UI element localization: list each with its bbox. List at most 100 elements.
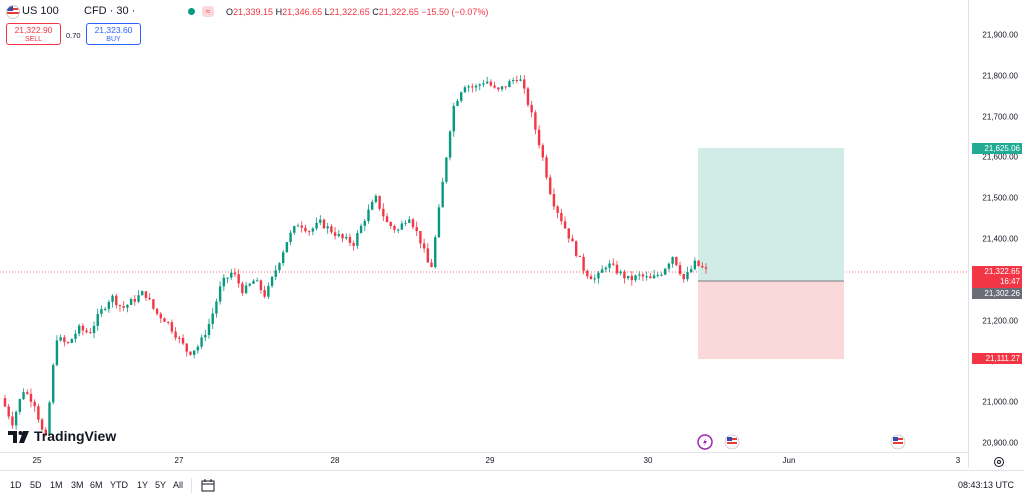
candle-body bbox=[445, 157, 448, 182]
candle-body bbox=[74, 333, 77, 339]
candle-body bbox=[356, 233, 359, 246]
candle-body bbox=[419, 231, 422, 244]
candle-body bbox=[630, 275, 634, 281]
candle-body bbox=[523, 79, 526, 89]
candle-body bbox=[600, 269, 604, 273]
price-chart[interactable] bbox=[0, 0, 968, 468]
chart-settings-icon[interactable] bbox=[993, 456, 1005, 468]
candle-body bbox=[574, 241, 578, 256]
ohlc-readout: O21,339.15 H21,346.65 L21,322.65 C21,322… bbox=[226, 7, 489, 17]
buy-label: BUY bbox=[106, 36, 121, 43]
candle-body bbox=[144, 291, 148, 298]
candle-body bbox=[586, 270, 589, 277]
stop-loss-price-tag: 21,111.27 bbox=[972, 353, 1022, 364]
candle-body bbox=[578, 255, 582, 257]
candle-body bbox=[304, 227, 307, 232]
us-flag-icon[interactable] bbox=[890, 434, 906, 450]
candle-body bbox=[166, 321, 170, 323]
candle-body bbox=[89, 332, 92, 334]
range-5d-button[interactable]: 5D bbox=[30, 480, 42, 490]
candle-body bbox=[408, 219, 411, 223]
candle-body bbox=[137, 295, 140, 302]
candle-body bbox=[456, 100, 459, 106]
candle-body bbox=[675, 257, 678, 266]
sell-button[interactable]: 21,322.90 SELL bbox=[6, 23, 61, 45]
symbol-name[interactable]: US 100 bbox=[22, 5, 59, 17]
candle-body bbox=[415, 227, 418, 232]
candle-body bbox=[393, 225, 396, 230]
price-axis[interactable]: 21,900.00 21,800.00 21,700.00 21,600.00 21,5… bbox=[968, 0, 1024, 468]
candle-body bbox=[174, 331, 177, 338]
candle-body bbox=[463, 87, 467, 93]
candle-body bbox=[593, 278, 596, 280]
price-tick-label: 21,900.00 bbox=[982, 30, 1018, 40]
us-flag-icon[interactable] bbox=[724, 434, 740, 450]
candle-body bbox=[26, 392, 29, 394]
time-axis[interactable]: 25 27 28 29 30 Jun 3 bbox=[0, 452, 968, 468]
range-3m-button[interactable]: 3M bbox=[71, 480, 84, 490]
range-1m-button[interactable]: 1M bbox=[50, 480, 63, 490]
candle-body bbox=[664, 268, 667, 275]
candle-body bbox=[571, 238, 574, 242]
candle-body bbox=[704, 267, 708, 269]
candle-body bbox=[218, 286, 222, 302]
range-ytd-button[interactable]: YTD bbox=[110, 480, 128, 490]
candle-body bbox=[315, 222, 318, 229]
candle-body bbox=[63, 337, 66, 343]
candle-body bbox=[241, 283, 244, 294]
candle-body bbox=[497, 87, 500, 90]
candle-body bbox=[141, 291, 144, 296]
price-tick-label: 21,600.00 bbox=[982, 152, 1018, 162]
candle-body bbox=[256, 280, 259, 282]
candle-body bbox=[14, 411, 18, 426]
candle-body bbox=[348, 236, 352, 243]
take-profit-zone[interactable] bbox=[698, 148, 844, 281]
event-flash-icon[interactable] bbox=[697, 434, 713, 450]
candle-body bbox=[608, 263, 611, 268]
time-label: 29 bbox=[485, 456, 495, 465]
price-tick-label: 21,800.00 bbox=[982, 71, 1018, 81]
candle-body bbox=[178, 337, 181, 339]
spread-value: 0.70 bbox=[66, 31, 81, 40]
candle-body bbox=[352, 242, 355, 246]
market-status-icon[interactable]: ≈ bbox=[186, 6, 216, 17]
candle-body bbox=[452, 105, 455, 132]
candle-body bbox=[293, 226, 296, 233]
candle-body bbox=[693, 260, 697, 270]
candle-body bbox=[319, 219, 322, 223]
candle-body bbox=[560, 212, 563, 222]
candle-body bbox=[215, 301, 218, 314]
symbol-meta[interactable]: CFD · 30 · bbox=[84, 5, 136, 17]
candle-body bbox=[37, 406, 40, 420]
range-1y-button[interactable]: 1Y bbox=[137, 480, 149, 490]
candle-body bbox=[270, 276, 274, 286]
candle-body bbox=[226, 277, 229, 279]
stop-loss-zone[interactable] bbox=[698, 281, 844, 359]
candle-body bbox=[471, 86, 474, 88]
candle-body bbox=[441, 181, 444, 208]
candle-body bbox=[326, 226, 329, 229]
candle-body bbox=[530, 104, 533, 113]
candle-body bbox=[400, 223, 404, 230]
range-all-button[interactable]: All bbox=[173, 480, 184, 490]
candle-body bbox=[341, 234, 344, 239]
utc-clock[interactable]: 08:43:13 UTC bbox=[957, 480, 1014, 490]
candle-body bbox=[701, 266, 704, 268]
time-label: Jun bbox=[782, 456, 796, 465]
range-6m-button[interactable]: 6M bbox=[90, 480, 103, 490]
date-range-icon[interactable] bbox=[201, 479, 215, 492]
candle-body bbox=[207, 323, 211, 335]
candle-body bbox=[537, 129, 541, 146]
range-1d-button[interactable]: 1D bbox=[10, 480, 22, 490]
range-5y-button[interactable]: 5Y bbox=[155, 480, 167, 490]
candle-body bbox=[378, 195, 381, 209]
bottom-toolbar: 1D 5D 1M 3M 6M YTD 1Y 5Y All 08:43:13 UT… bbox=[0, 470, 1024, 499]
candle-body bbox=[519, 79, 522, 81]
buy-button[interactable]: 21,323.60 BUY bbox=[86, 23, 141, 45]
candle-body bbox=[508, 81, 511, 88]
toolbar-divider bbox=[191, 478, 192, 493]
price-tick-label: 21,200.00 bbox=[982, 316, 1018, 326]
candle-body bbox=[233, 272, 237, 275]
candle-body bbox=[96, 313, 99, 326]
candle-body bbox=[656, 274, 659, 276]
